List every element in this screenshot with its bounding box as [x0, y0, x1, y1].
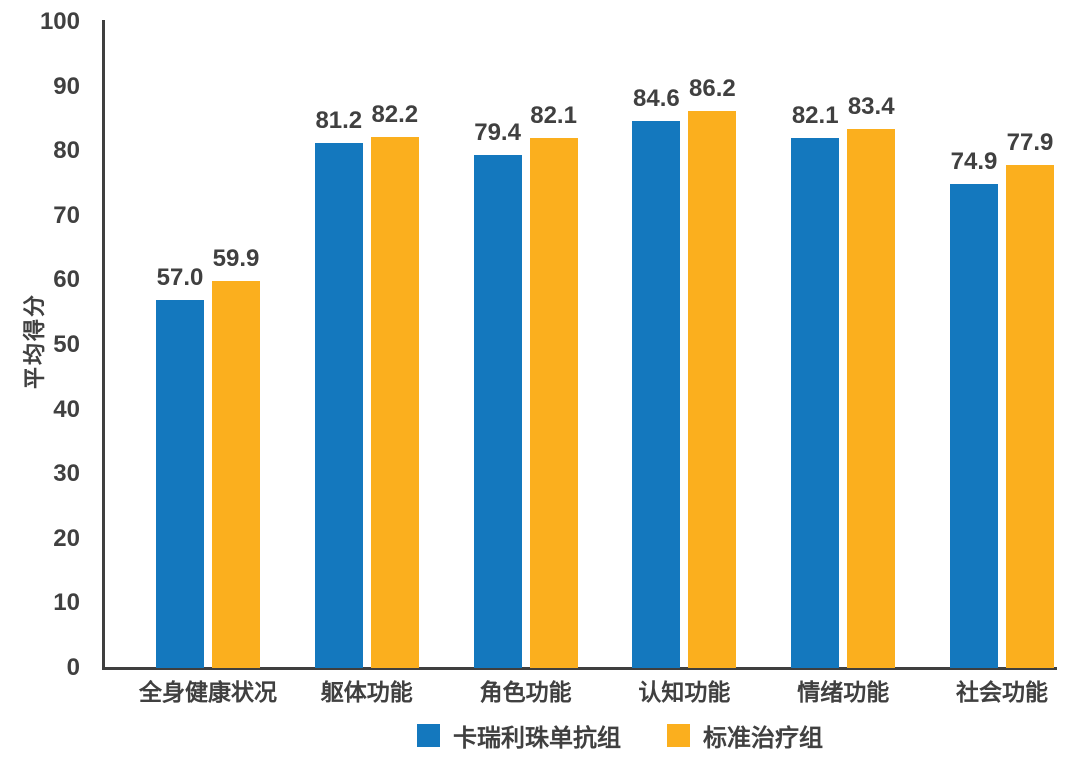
x-tick-label: 社会功能 — [956, 679, 1048, 705]
bar-series1-cat2 — [529, 137, 578, 668]
y-tick-label: 100 — [39, 8, 80, 35]
legend-item-camrelizumab: 卡瑞利珠单抗组 — [417, 718, 621, 753]
legend-label-standard-therapy: 标准治疗组 — [703, 725, 823, 752]
x-tick-label: 角色功能 — [479, 679, 572, 705]
y-tick-label: 10 — [53, 589, 80, 617]
y-tick-label: 30 — [53, 460, 80, 488]
value-label: 81.2 — [315, 107, 363, 135]
legend: 卡瑞利珠单抗组 标准治疗组 — [0, 718, 1080, 753]
bar-series1-cat1 — [370, 136, 419, 668]
bar-series0-cat4 — [791, 137, 840, 668]
value-label: 83.4 — [847, 93, 895, 121]
y-axis-line — [102, 20, 105, 670]
value-label: 86.2 — [689, 75, 736, 103]
bar-series0-cat1 — [314, 143, 363, 668]
bar-series1-cat4 — [847, 129, 896, 668]
bar-series0-cat3 — [632, 121, 681, 668]
value-label: 57.0 — [156, 263, 204, 291]
legend-swatch-blue — [417, 724, 440, 747]
legend-swatch-orange — [667, 724, 690, 747]
x-tick-label: 认知功能 — [638, 679, 731, 705]
y-tick-label: 50 — [53, 331, 80, 358]
y-tick-label: 70 — [53, 201, 80, 229]
bar-series0-cat2 — [473, 155, 522, 668]
x-axis-line — [102, 667, 1057, 670]
y-tick-label: 60 — [53, 266, 80, 294]
bar-series0-cat0 — [156, 299, 204, 668]
legend-label-camrelizumab: 卡瑞利珠单抗组 — [453, 725, 621, 752]
value-label: 82.1 — [530, 101, 577, 129]
y-tick-label: 80 — [53, 137, 80, 165]
value-label: 82.2 — [371, 100, 419, 128]
y-tick-label: 20 — [53, 524, 80, 552]
value-label: 74.9 — [950, 148, 998, 176]
y-tick-label: 90 — [53, 72, 80, 100]
value-label: 59.9 — [212, 245, 260, 273]
value-label: 79.4 — [474, 119, 521, 147]
x-tick-label: 躯体功能 — [320, 679, 413, 705]
value-label: 84.6 — [633, 85, 680, 113]
legend-item-standard-therapy: 标准治疗组 — [667, 718, 823, 753]
y-tick-label: 40 — [53, 395, 80, 423]
x-tick-label: 情绪功能 — [797, 679, 890, 705]
bar-series1-cat3 — [688, 111, 737, 668]
y-tick-label: 0 — [66, 654, 80, 681]
value-label: 77.9 — [1006, 128, 1054, 156]
bar-series1-cat0 — [212, 281, 260, 668]
x-tick-label: 全身健康状况 — [139, 679, 277, 705]
value-label: 82.1 — [791, 101, 839, 129]
bar-series0-cat5 — [950, 184, 998, 668]
bar-series1-cat5 — [1006, 164, 1054, 668]
